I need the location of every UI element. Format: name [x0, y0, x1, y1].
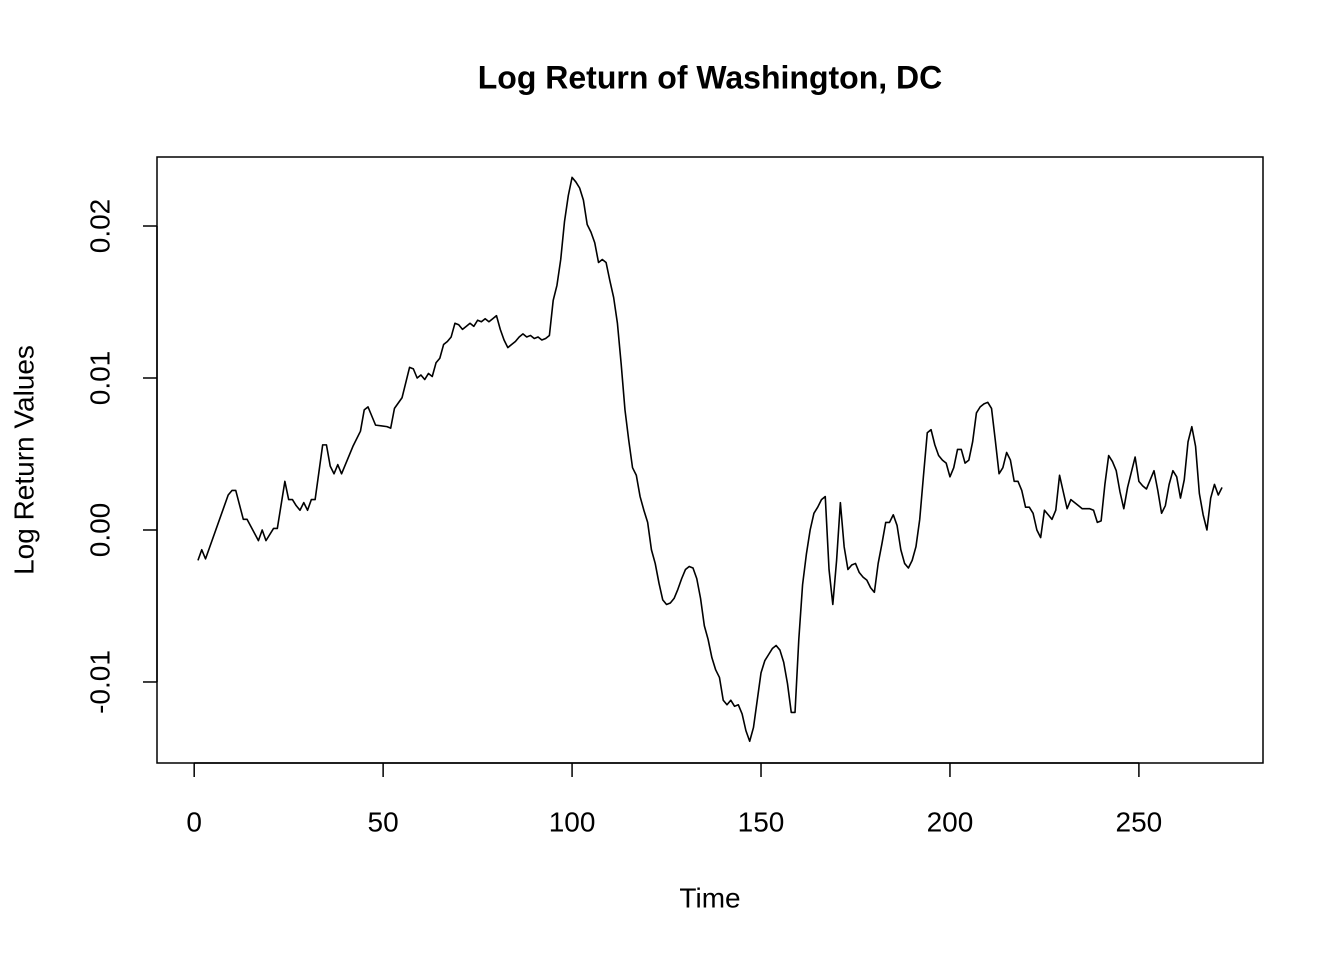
- y-tick-label: 0.02: [84, 199, 115, 254]
- x-tick-label: 0: [186, 806, 202, 837]
- plot-frame: [156, 156, 1264, 764]
- x-tick-label: 200: [927, 806, 974, 837]
- y-tick-label: -0.01: [84, 650, 115, 714]
- x-axis-title: Time: [679, 882, 740, 913]
- data-line: [197, 176, 1223, 743]
- x-tick-label: 150: [738, 806, 785, 837]
- x-tick-label: 50: [368, 806, 399, 837]
- y-tick-label: 0.01: [84, 351, 115, 406]
- y-axis-title: Log Return Values: [8, 345, 39, 575]
- chart-title: Log Return of Washington, DC: [478, 59, 943, 95]
- x-tick-label: 250: [1116, 806, 1163, 837]
- y-tick-label: 0.00: [84, 503, 115, 558]
- x-tick-label: 100: [549, 806, 596, 837]
